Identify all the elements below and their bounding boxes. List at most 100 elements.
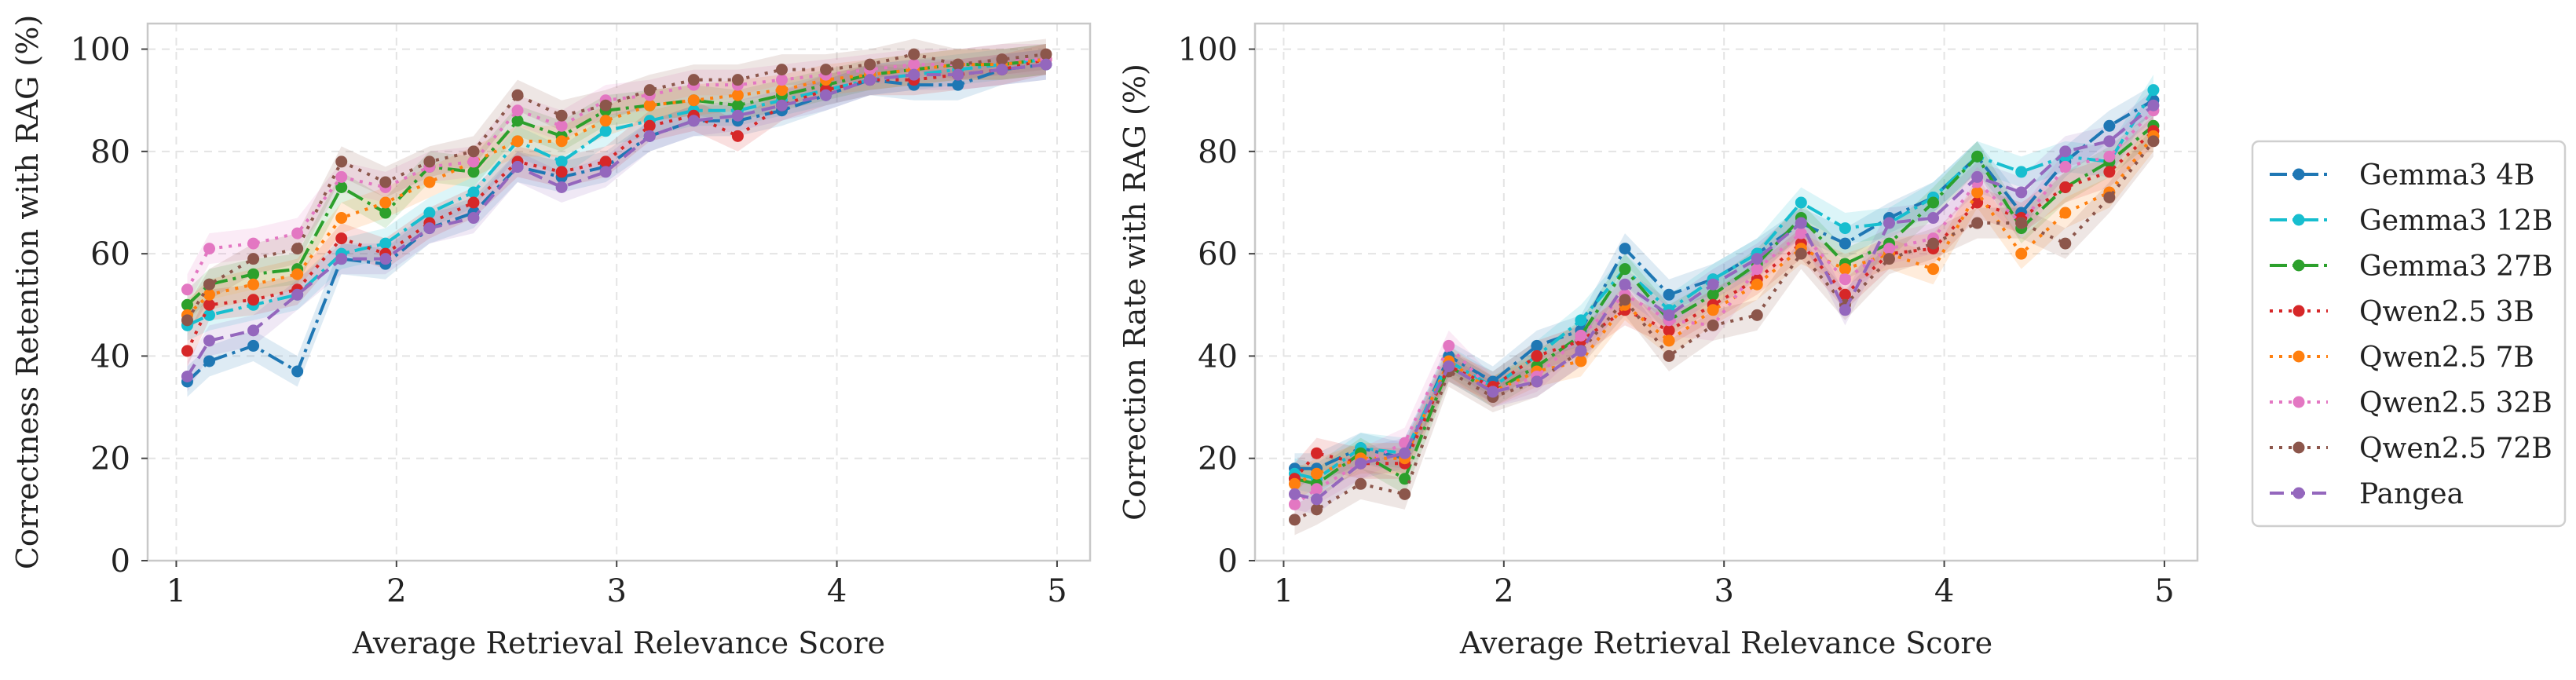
x-axis-label: Average Retrieval Relevance Score [1459, 626, 1992, 660]
data-point-qwen2-5-7b [423, 176, 436, 188]
data-point-qwen2-5-72b [1619, 294, 1631, 306]
data-point-qwen2-5-7b [1971, 186, 1984, 199]
data-point-qwen2-5-32b [775, 74, 788, 86]
data-point-gemma3-4b [1663, 288, 1675, 301]
band-gemma3-4b [1294, 85, 2153, 484]
data-point-gemma3-27b [181, 298, 193, 311]
data-point-qwen2-5-72b [1288, 514, 1301, 526]
legend-marker [2292, 305, 2305, 317]
data-point-qwen2-5-7b [291, 268, 304, 280]
y-tick-label: 40 [90, 338, 130, 375]
data-point-gemma3-4b [1619, 243, 1631, 255]
data-point-qwen2-5-72b [1971, 217, 1984, 229]
data-point-qwen2-5-32b [1751, 263, 1763, 276]
data-point-qwen2-5-3b [2103, 166, 2116, 178]
legend-marker [2292, 259, 2305, 272]
data-point-pangea [820, 89, 832, 101]
data-point-gemma3-12b [467, 186, 480, 199]
data-point-qwen2-5-72b [2059, 237, 2072, 250]
data-point-gemma3-12b [423, 207, 436, 219]
data-point-qwen2-5-3b [1311, 447, 1323, 459]
data-point-qwen2-5-72b [908, 48, 920, 60]
data-point-gemma3-27b [467, 166, 480, 178]
data-point-qwen2-5-7b [1839, 263, 1851, 276]
chart-panel-2: 1 2 3 4 5 0 20 40 60 80 100 Average Retrieval Relev… [1118, 22, 2199, 660]
data-point-pangea [335, 253, 348, 265]
data-point-pangea [181, 370, 193, 382]
data-point-gemma3-27b [1619, 263, 1631, 276]
series-line-gemma3-12b [186, 57, 1047, 327]
data-point-qwen2-5-72b [731, 74, 744, 86]
data-point-pangea [1487, 386, 1499, 398]
data-point-qwen2-5-7b [203, 288, 216, 301]
data-point-gemma3-12b [555, 155, 568, 168]
data-point-gemma3-4b [203, 355, 216, 367]
data-point-pangea [203, 335, 216, 347]
data-point-gemma3-12b [1839, 222, 1851, 235]
data-point-qwen2-5-7b [1575, 355, 1587, 367]
data-point-qwen2-5-3b [335, 232, 348, 245]
legend-marker [2292, 168, 2305, 181]
y-axis-label: Correction Rate with RAG (%) [1118, 64, 1152, 521]
data-point-pangea [1531, 375, 1543, 388]
data-point-pangea [1927, 212, 1940, 225]
legend-label: Qwen2.5 72B [2359, 433, 2552, 465]
data-point-qwen2-5-7b [1707, 304, 1719, 316]
legend-item-qwen2-5-7b: Qwen2.5 7B [2270, 342, 2534, 374]
y-tick-label: 0 [111, 543, 130, 579]
data-point-pangea [908, 68, 920, 81]
series-line-qwen2-5-3b [1293, 130, 2155, 481]
data-point-qwen2-5-72b [1311, 503, 1323, 516]
legend-item-qwen2-5-32b: Qwen2.5 32B [2270, 387, 2552, 419]
data-point-qwen2-5-72b [1040, 48, 1052, 60]
data-point-pangea [1575, 345, 1587, 357]
legend-marker [2292, 214, 2305, 226]
legend-marker [2292, 396, 2305, 408]
data-point-qwen2-5-7b [687, 94, 700, 107]
data-point-qwen2-5-72b [1883, 253, 1895, 265]
legend-label: Gemma3 12B [2359, 205, 2552, 237]
data-point-qwen2-5-7b [2015, 247, 2028, 260]
data-point-pangea [511, 160, 524, 173]
data-point-pangea [952, 68, 964, 81]
data-point-pangea [2059, 145, 2072, 158]
data-point-pangea [775, 99, 788, 112]
data-point-pangea [1707, 278, 1719, 291]
data-point-qwen2-5-7b [247, 278, 260, 291]
x-tick-label: 4 [827, 573, 847, 609]
data-point-gemma3-27b [1927, 196, 1940, 209]
y-tick-label: 0 [1218, 543, 1238, 579]
data-point-qwen2-5-3b [181, 345, 193, 357]
data-point-gemma3-12b [2147, 84, 2160, 97]
legend: Gemma3 4B Gemma3 12B Gemma3 27B Qwen2.5 3B Q… [2251, 140, 2567, 528]
legend-marker [2292, 350, 2305, 363]
band-qwen2-5-72b [1294, 126, 2153, 536]
data-point-qwen2-5-72b [511, 89, 524, 101]
legend-item-qwen2-5-72b: Qwen2.5 72B [2270, 433, 2552, 465]
data-point-gemma3-27b [1707, 288, 1719, 301]
band-qwen2-5-3b [1294, 115, 2153, 495]
data-point-qwen2-5-32b [2103, 150, 2116, 163]
data-point-qwen2-5-72b [643, 84, 656, 97]
legend-marker [2292, 441, 2305, 454]
y-tick-label: 60 [1198, 236, 1238, 272]
series-line-qwen2-5-3b [185, 57, 1047, 352]
data-point-gemma3-4b [291, 365, 304, 378]
x-tick-label: 5 [2154, 573, 2174, 609]
y-axis-label: Correctness Retention with RAG (%) [10, 15, 45, 569]
legend-label: Gemma3 4B [2359, 159, 2535, 192]
data-point-qwen2-5-32b [203, 243, 216, 255]
data-point-qwen2-5-72b [1927, 237, 1940, 250]
legend-item-gemma3-4b: Gemma3 4B [2270, 159, 2535, 192]
data-point-pangea [864, 74, 876, 86]
y-tick-label: 80 [1198, 134, 1238, 170]
data-point-qwen2-5-3b [1971, 196, 1984, 209]
series-line-qwen2-5-72b [185, 53, 1047, 321]
data-point-qwen2-5-3b [599, 155, 612, 168]
data-point-pangea [687, 115, 700, 127]
data-point-qwen2-5-32b [467, 155, 480, 168]
legend-marker [2292, 487, 2305, 499]
data-point-qwen2-5-32b [1883, 243, 1895, 255]
data-point-pangea [291, 288, 304, 301]
data-point-gemma3-12b [1795, 196, 1807, 209]
